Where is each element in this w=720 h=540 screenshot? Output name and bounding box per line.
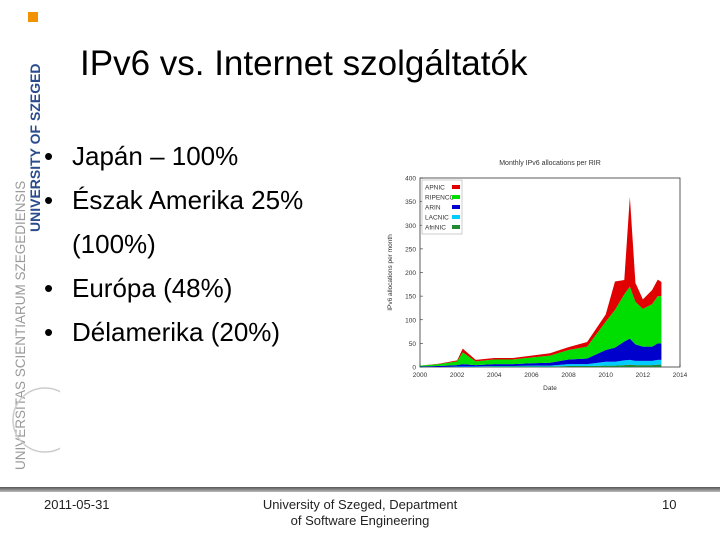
x-tick-label: 2002 [450,372,465,379]
legend-label: LACNIC [425,215,449,222]
y-tick-label: 300 [405,223,416,230]
logo-mark [28,12,38,22]
area [420,338,662,367]
bullet-list: Japán – 100%Észak Amerika 25% (100%)Euró… [44,134,374,354]
logo-university: UNIVERSITY OF SZEGED [27,63,43,232]
chart: Monthly IPv6 allocations per RIR 0 50 100 15… [387,160,688,392]
legend-swatch [452,225,460,229]
footer-page: 10 [662,497,677,512]
y-tick-label: 150 [405,294,416,301]
x-tick-label: 2006 [524,372,539,379]
legend-swatch [452,205,460,209]
y-tick-label: 250 [405,246,416,253]
x-tick-label: 2010 [598,372,613,379]
legend-label: APNIC [425,185,445,192]
area [420,196,662,366]
footer-rule [0,487,720,492]
y-axis-label: IPv6 allocations per month [387,234,394,311]
footer-line: University of Szeged, Department [262,497,458,512]
footer-affiliation: University of Szeged, Department of Soft… [230,497,490,529]
x-tick-label: 2012 [636,372,651,379]
y-tick-label: 0 [412,365,416,372]
slide-title: IPv6 vs. Internet szolgáltatók [80,44,528,83]
x-axis-label: Date [543,385,557,392]
legend-label: AfriNIC [425,225,446,232]
area [420,364,662,367]
bullet: Észak Amerika 25% (100%) [44,178,374,266]
chart-title: Monthly IPv6 allocations per RIR [499,160,601,167]
bullet: Japán – 100% [44,134,374,178]
bullet: Európa (48%) [44,266,374,310]
logo-latin: UNIVERSITAS SCIENTIARUM SZEGEDIENSIS [13,181,28,470]
bullet: Délamerika (20%) [44,310,374,354]
y-tick-label: 50 [409,341,417,348]
logo: UNIVERSITY OF SZEGED UNIVERSITAS SCIENTI… [12,63,60,470]
legend-label: ARIN [425,205,441,212]
x-tick-label: 2014 [673,372,688,379]
legend-label: RIPENCC [425,195,455,202]
x-tick-label: 2004 [487,372,502,379]
legend-swatch [452,215,460,219]
area [420,286,662,367]
footer-line: of Software Engineering [290,513,430,528]
seal [12,387,60,453]
legend-swatch [452,185,460,189]
y-tick-label: 200 [405,270,416,277]
y-tick-label: 400 [405,176,416,183]
x-tick-label: 2008 [561,372,576,379]
area [420,359,662,367]
y-tick-label: 100 [405,317,416,324]
x-tick-label: 2000 [413,372,428,379]
y-tick-label: 350 [405,199,416,206]
footer-date: 2011-05-31 [44,497,110,512]
legend-swatch [452,195,460,199]
